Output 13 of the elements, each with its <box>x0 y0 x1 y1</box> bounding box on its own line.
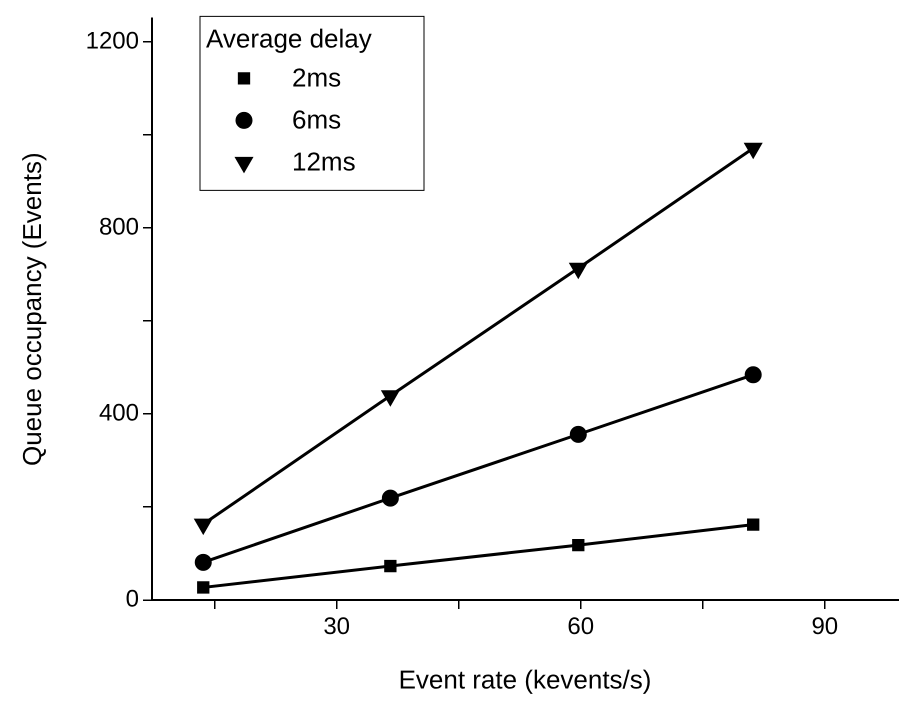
legend-title: Average delay <box>206 24 372 54</box>
y-tick-label: 800 <box>98 213 139 240</box>
x-tick-label: 90 <box>811 613 838 640</box>
legend-label: 2ms <box>292 62 342 93</box>
y-tick-label: 1200 <box>86 27 139 54</box>
legend-label: 6ms <box>292 104 342 135</box>
x-tick-label: 60 <box>567 613 594 640</box>
y-axis-title: Queue occupancy (Events) <box>16 152 47 466</box>
y-tick-label: 400 <box>98 400 139 427</box>
x-tick-label: 30 <box>323 613 350 640</box>
y-tick-label: 0 <box>126 586 139 613</box>
legend-label: 12ms <box>292 146 356 177</box>
x-axis-title: Event rate (kevents/s) <box>398 664 652 695</box>
